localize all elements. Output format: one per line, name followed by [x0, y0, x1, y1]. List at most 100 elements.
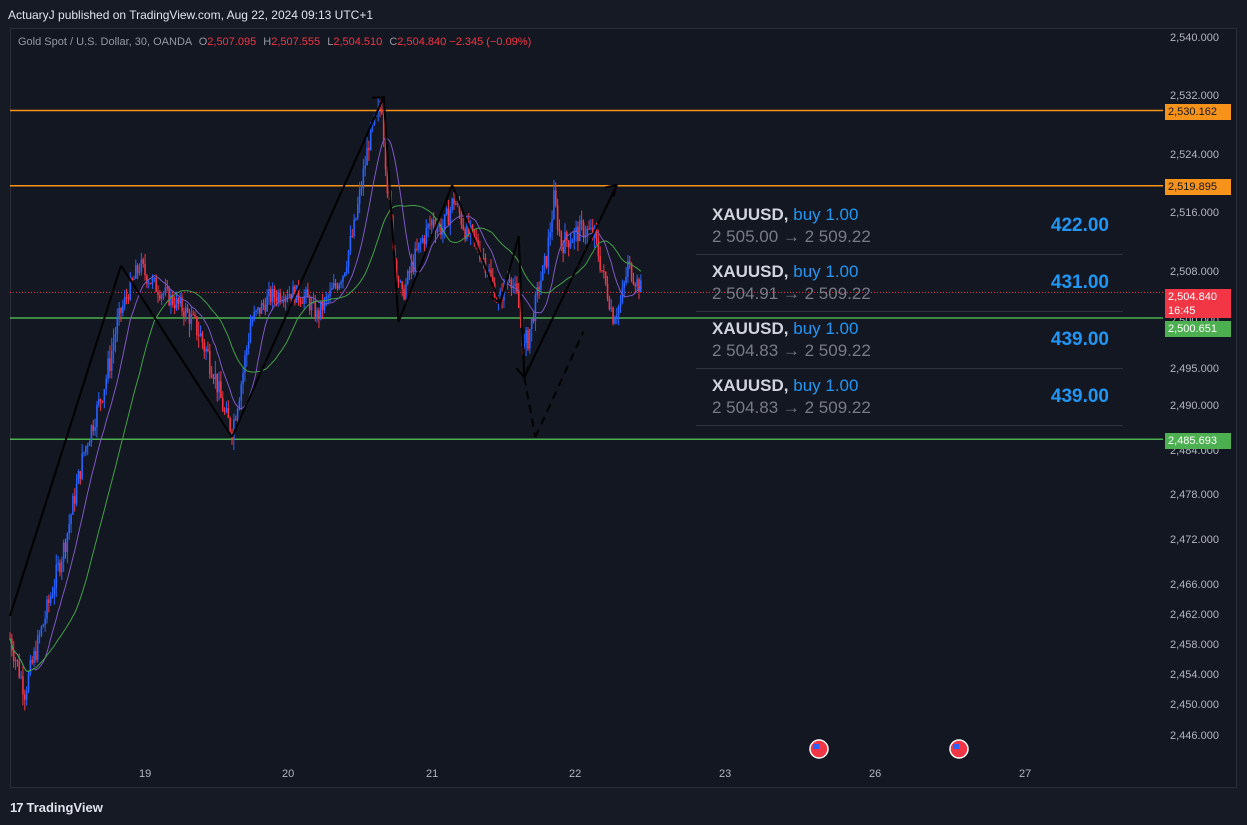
- candle-body: [536, 286, 539, 295]
- candle-body: [118, 307, 120, 317]
- date-tick: 27: [1019, 768, 1032, 780]
- candle-body: [42, 624, 45, 627]
- candle-body: [580, 220, 583, 223]
- candle-body: [20, 676, 22, 678]
- candle-body: [51, 595, 54, 598]
- candle-body: [146, 275, 148, 284]
- us-flag-canton: [813, 744, 819, 749]
- candle-body: [135, 265, 137, 279]
- candle-body: [538, 286, 540, 290]
- trade-row-4[interactable]: XAUUSD, buy 1.00 2 504.83 → 2 509.22 439…: [696, 368, 1123, 426]
- price-tick: 2,516.000: [1170, 207, 1219, 219]
- candle-body: [64, 542, 67, 553]
- candle-body: [210, 373, 213, 378]
- candle-body: [199, 333, 202, 337]
- candle-body: [136, 265, 139, 273]
- candle-body: [255, 310, 257, 312]
- candle-body: [14, 660, 17, 662]
- candle-body: [18, 661, 21, 678]
- candle-body: [381, 109, 383, 114]
- candle-body: [414, 248, 416, 273]
- candle-body: [70, 514, 72, 524]
- candle-body: [68, 523, 70, 534]
- candle-body: [186, 307, 189, 313]
- candle-body: [443, 214, 446, 230]
- candle-body: [157, 291, 159, 296]
- candle-body: [123, 296, 126, 306]
- candle-body: [214, 373, 217, 380]
- trade-symbol: XAUUSD, buy 1.00: [712, 262, 859, 281]
- candle-body: [46, 599, 48, 619]
- candle-body: [258, 307, 261, 314]
- candle-body: [164, 287, 167, 294]
- candle-body: [268, 288, 270, 297]
- trade-route: 2 504.91 → 2 509.22: [712, 284, 871, 303]
- candle-body: [608, 298, 611, 310]
- candle-body: [345, 267, 348, 273]
- candle-body: [410, 262, 413, 273]
- candle-body: [632, 280, 635, 285]
- candle-body: [403, 288, 405, 300]
- legend-h-label: H: [263, 36, 272, 48]
- candle-body: [301, 302, 304, 304]
- chart-frame[interactable]: [10, 28, 1237, 788]
- trade-row-2[interactable]: XAUUSD, buy 1.00 2 504.91 → 2 509.22 431…: [696, 254, 1123, 312]
- candle-body: [22, 676, 24, 695]
- candle-body: [88, 442, 91, 447]
- candle-body: [264, 304, 267, 312]
- candle-body: [525, 330, 527, 344]
- candle-body: [81, 453, 83, 479]
- candle-body: [358, 189, 361, 204]
- publisher-text: ActuaryJ published on TradingView.com, A…: [8, 8, 374, 22]
- candle-body: [35, 651, 37, 660]
- candle-body: [517, 291, 520, 309]
- candle-body: [110, 350, 113, 372]
- candle-body: [24, 694, 26, 700]
- trade-row-1[interactable]: XAUUSD, buy 1.00 2 505.00 → 2 509.22 422…: [696, 197, 1123, 255]
- candle-body: [582, 222, 585, 237]
- candle-body: [551, 219, 553, 233]
- candle-body: [636, 279, 638, 287]
- candle-body: [462, 224, 465, 230]
- candle-body: [567, 240, 570, 248]
- candle-body: [77, 471, 80, 484]
- tradingview-logo[interactable]: 17 TradingView: [10, 800, 103, 815]
- candle-body: [397, 279, 400, 282]
- current-price-label: 2,504.840: [1165, 289, 1231, 305]
- candle-body: [260, 303, 263, 314]
- trade-points: 439.00: [1050, 386, 1109, 407]
- trade-row-3[interactable]: XAUUSD, buy 1.00 2 504.83 → 2 509.22 439…: [696, 311, 1123, 369]
- candle-body: [451, 198, 453, 210]
- candle-body: [140, 259, 143, 272]
- trade-symbol: XAUUSD, buy 1.00: [712, 319, 859, 338]
- candle-body: [292, 286, 294, 300]
- candle-body: [406, 271, 409, 284]
- candle-body: [25, 691, 28, 700]
- candle-body: [205, 348, 207, 352]
- candle-body: [475, 237, 477, 240]
- candle-body: [401, 281, 403, 289]
- candle-body: [601, 270, 603, 272]
- candle-body: [612, 307, 614, 324]
- candle-body: [427, 224, 429, 228]
- projection-line: [523, 377, 537, 438]
- candle-body: [545, 255, 548, 268]
- candle-body: [506, 279, 509, 284]
- trade-symbol: XAUUSD, buy 1.00: [712, 205, 859, 224]
- candle-body: [625, 276, 627, 283]
- price-tick: 2,458.000: [1170, 639, 1219, 651]
- candle-body: [597, 238, 600, 257]
- candle-body: [236, 409, 239, 420]
- candle-body: [85, 446, 87, 453]
- legend-o-label: O: [198, 36, 208, 48]
- candle-body: [316, 310, 318, 319]
- candle-body: [96, 404, 98, 428]
- candle-body: [196, 316, 198, 336]
- candle-body: [562, 246, 564, 254]
- candle-body: [194, 314, 196, 317]
- candle-body: [242, 373, 244, 385]
- pattern-line: [451, 184, 502, 305]
- price-tick: 2,540.000: [1170, 32, 1219, 44]
- candle-body: [616, 315, 618, 319]
